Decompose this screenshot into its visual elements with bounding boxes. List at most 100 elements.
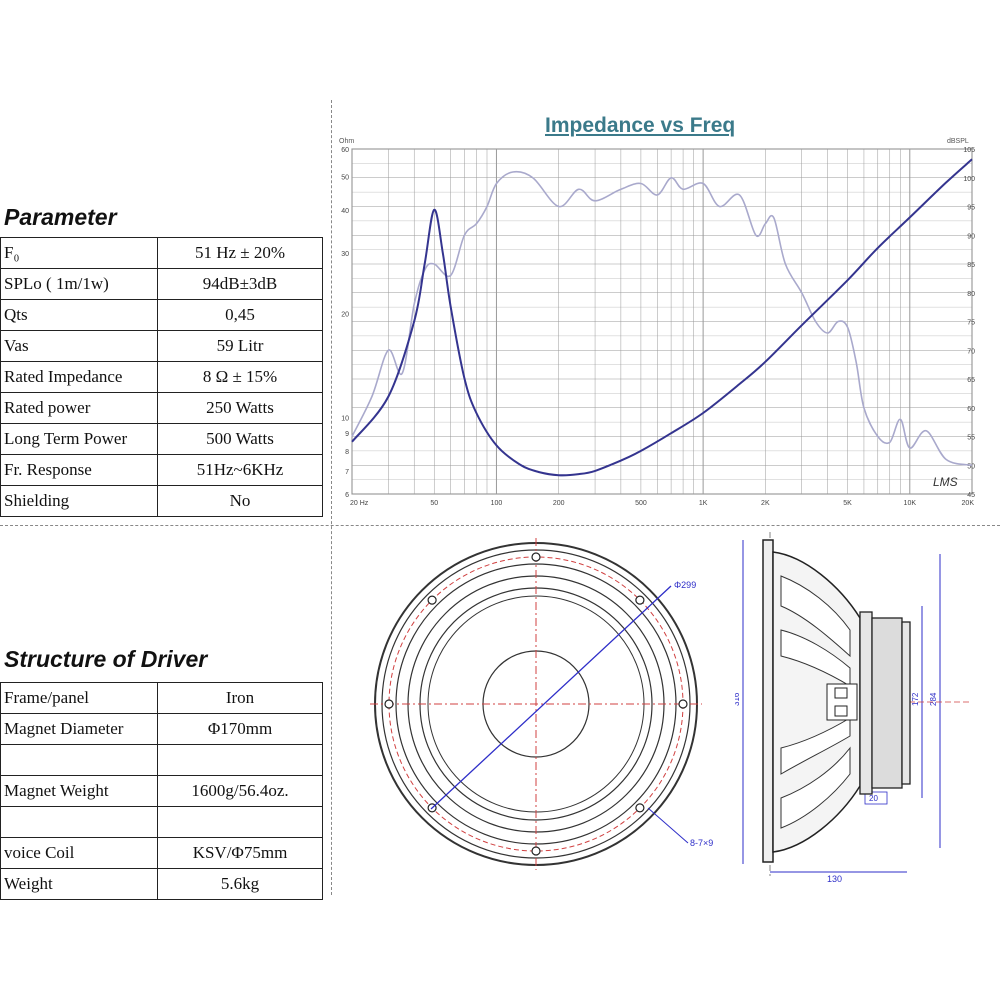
- dim-flange-label: 20: [869, 794, 878, 803]
- parameter-value: 51 Hz ± 20%: [157, 237, 323, 269]
- chart-title: Impedance vs Freq: [545, 114, 736, 137]
- parameter-value: 59 Litr: [157, 330, 323, 362]
- y-right-tick-label: 60: [967, 406, 975, 413]
- terminal-block: [826, 683, 858, 721]
- parameter-label: Rated power: [0, 392, 158, 424]
- structure-label: [0, 744, 158, 776]
- y-right-tick-label: 65: [967, 377, 975, 384]
- mounting-hole: [427, 595, 437, 605]
- y-right-tick-label: 45: [967, 492, 975, 499]
- parameter-row: Vas 59 Litr: [0, 330, 323, 362]
- x-tick-label: 5K: [843, 500, 852, 507]
- dim-mid-label: 172: [911, 692, 920, 706]
- mounting-hole: [635, 803, 645, 813]
- parameter-row: SPLo ( 1m/1w) 94dB±3dB: [0, 268, 323, 300]
- x-tick-label: 500: [635, 500, 647, 507]
- parameter-label: F₀: [0, 237, 158, 269]
- structure-row: Magnet Diameter Φ170mm: [0, 713, 323, 745]
- structure-label: Magnet Weight: [0, 775, 158, 807]
- outer-diameter-label: Φ299: [674, 580, 696, 590]
- structure-value: 1600g/56.4oz.: [157, 775, 323, 807]
- parameter-value: No: [157, 485, 323, 517]
- dim-right-label: 284: [929, 692, 938, 706]
- structure-label: Magnet Diameter: [0, 713, 158, 745]
- y-right-tick-label: 85: [967, 262, 975, 269]
- structure-row: [0, 744, 323, 776]
- x-tick-label: 50: [430, 500, 438, 507]
- parameter-value: 0,45: [157, 299, 323, 331]
- holes-label: 8-7×9: [690, 838, 713, 848]
- y-left-tick-label: 10: [341, 415, 349, 422]
- parameter-label: Vas: [0, 330, 158, 362]
- terminal-1: [834, 687, 848, 699]
- dim-depth-label: 130: [827, 874, 842, 884]
- parameter-label: Rated Impedance: [0, 361, 158, 393]
- parameter-row: Rated Impedance 8 Ω ± 15%: [0, 361, 323, 393]
- mounting-hole: [678, 699, 688, 709]
- parameter-value: 8 Ω ± 15%: [157, 361, 323, 393]
- y-left-tick-label: 50: [341, 174, 349, 181]
- structure-value: [157, 744, 323, 776]
- mounting-holes: [384, 552, 688, 856]
- structure-title: Structure of Driver: [4, 646, 208, 672]
- structure-row: Weight 5.6kg: [0, 868, 323, 900]
- top-plate: [859, 611, 873, 795]
- structure-value: Iron: [157, 682, 323, 714]
- y-right-tick-label: 75: [967, 320, 975, 327]
- y-left-tick-label: 60: [341, 147, 349, 154]
- structure-row: Frame/panel Iron: [0, 682, 323, 714]
- y-left-tick-label: 9: [345, 431, 349, 438]
- y-right-tick-label: 100: [963, 176, 975, 183]
- structure-row: Magnet Weight 1600g/56.4oz.: [0, 775, 323, 807]
- y-right-tick-label: 70: [967, 348, 975, 355]
- basket-window-3: [780, 717, 851, 775]
- y-left-tick-label: 6: [345, 492, 349, 499]
- parameter-value: 51Hz~6KHz: [157, 454, 323, 486]
- x-tick-label: 100: [491, 500, 503, 507]
- driver-front-view: Φ299 8-7×9: [370, 538, 713, 870]
- y-right-tick-label: 90: [967, 233, 975, 240]
- spl-series-line: [351, 170, 973, 467]
- structure-table: Frame/panel Iron Magnet Diameter Φ170mm Magn…: [0, 682, 323, 900]
- y-right-tick-label: 55: [967, 435, 975, 442]
- y-left-tick-label: 7: [345, 469, 349, 476]
- parameter-row: Fr. Response 51Hz~6KHz: [0, 454, 323, 486]
- y-left-tick-label: 8: [345, 449, 349, 456]
- mounting-hole: [531, 552, 541, 562]
- parameter-table: F₀ 51 Hz ± 20% SPLo ( 1m/1w) 94dB±3dB Qts 0,4…: [0, 237, 323, 517]
- holes-leader: [647, 807, 689, 844]
- y-right-tick-label: 50: [967, 463, 975, 470]
- side-flange: [762, 539, 774, 863]
- mounting-hole: [635, 595, 645, 605]
- dim-box-flange: [864, 791, 888, 805]
- structure-value: [157, 806, 323, 838]
- lms-watermark: LMS: [933, 475, 958, 489]
- vertical-divider: [331, 100, 332, 895]
- basket-window-4: [780, 746, 851, 829]
- y-right-tick-label: 95: [967, 205, 975, 212]
- parameter-label: Long Term Power: [0, 423, 158, 455]
- parameter-value: 94dB±3dB: [157, 268, 323, 300]
- parameter-label: Shielding: [0, 485, 158, 517]
- x-tick-label: 20K: [962, 500, 975, 507]
- parameter-label: SPLo ( 1m/1w): [0, 268, 158, 300]
- structure-value: KSV/Φ75mm: [157, 837, 323, 869]
- parameter-row: Qts 0,45: [0, 299, 323, 331]
- terminal-2: [834, 705, 848, 717]
- mounting-hole: [384, 699, 394, 709]
- structure-value: 5.6kg: [157, 868, 323, 900]
- magnet: [871, 617, 903, 789]
- left-axis-unit: Ohm: [339, 138, 354, 145]
- structure-value: Φ170mm: [157, 713, 323, 745]
- basket-window-1: [780, 575, 851, 658]
- x-tick-label: 10K: [904, 500, 917, 507]
- parameter-row: Rated power 250 Watts: [0, 392, 323, 424]
- x-tick-label: 1K: [699, 500, 708, 507]
- structure-label: Weight: [0, 868, 158, 900]
- structure-row: [0, 806, 323, 838]
- diameter-line: [430, 585, 672, 810]
- structure-row: voice Coil KSV/Φ75mm: [0, 837, 323, 869]
- right-axis-unit: dBSPL: [947, 138, 969, 145]
- back-plate: [901, 621, 911, 785]
